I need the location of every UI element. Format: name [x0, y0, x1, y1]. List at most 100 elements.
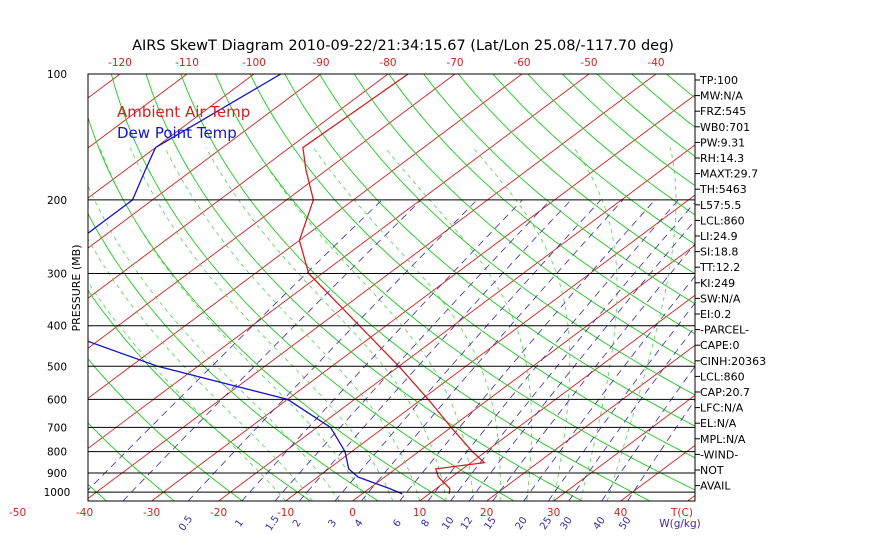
stability-index-label: -WIND- [700, 448, 738, 461]
pressure-tick-label: 300 [47, 269, 67, 281]
moist-adiabat-line [573, 147, 618, 501]
mixing-ratio-unit-label: W(g/kg) [659, 518, 701, 530]
dry-adiabat-line [145, 74, 583, 501]
dry-adiabat-line [110, 74, 515, 501]
top-temp-tick-label: -80 [379, 57, 396, 69]
dry-adiabat-line [249, 74, 695, 459]
pressure-tick-label: 700 [47, 422, 67, 434]
mixing-ratio-tick-label: 1 [233, 518, 246, 530]
dry-adiabat-line [88, 358, 243, 501]
legend-entry: Ambient Air Temp [117, 103, 250, 121]
moist-adiabat-line [312, 147, 501, 501]
isotherm-line [352, 244, 695, 501]
legend-entry: Dew Point Temp [117, 124, 237, 142]
stability-index-label: SW:N/A [700, 292, 741, 305]
stability-index-label: CINH:20363 [700, 355, 766, 368]
bottom-temp-tick-label: 10 [413, 507, 426, 519]
stability-index-label: NOT [700, 464, 724, 477]
isotherm-line [0, 74, 53, 501]
stability-index-label: TH:5463 [699, 183, 747, 196]
bottom-temp-tick-label: -20 [210, 507, 227, 519]
mixing-ratio-line [122, 199, 422, 501]
isotherm-line [486, 344, 695, 501]
stability-index-label: LCL:860 [700, 370, 745, 383]
stability-index-label: KI:249 [700, 277, 735, 290]
mixing-ratio-line [548, 302, 695, 501]
mixing-ratio-line [427, 199, 679, 501]
axis-labels: 1002003004005006007008009001000PRESSURE … [9, 57, 701, 533]
dry-adiabat-line [492, 74, 695, 245]
stability-index-label: FRZ:545 [700, 105, 746, 118]
mixing-ratio-line [88, 199, 383, 491]
stability-index-label: SI:18.8 [700, 246, 738, 259]
isotherm-line [88, 74, 523, 399]
dry-adiabat-line [180, 74, 651, 501]
isotherm-line [88, 74, 657, 500]
isotherm-line [553, 394, 695, 501]
dry-adiabat-line [527, 74, 695, 216]
top-temp-tick-label: -100 [242, 57, 266, 69]
stability-index-label: PW:9.31 [700, 136, 745, 149]
dry-adiabat-line [214, 74, 695, 491]
frame [87, 73, 696, 502]
stability-index-label: CAPE:0 [700, 339, 740, 352]
top-temp-tick-label: -90 [312, 57, 329, 69]
isotherm-line [419, 294, 695, 501]
bottom-temp-tick-label: 0 [349, 507, 356, 519]
mixing-ratio-line [360, 199, 624, 501]
pressure-tick-label: 500 [47, 361, 67, 373]
stability-index-label: MAXT:29.7 [700, 168, 758, 181]
pressure-tick-label: 900 [47, 468, 67, 480]
dry-adiabat-line [88, 212, 379, 501]
dry-adiabat-line [284, 74, 695, 427]
plot-border [87, 73, 696, 502]
bottom-temp-tick-label: -30 [143, 507, 160, 519]
dry-adiabat-line [353, 74, 695, 365]
bottom-temp-tick-label: 30 [547, 507, 560, 519]
stability-index-label: LCL:860 [700, 214, 745, 227]
moist-adiabat-line [164, 147, 420, 501]
stability-index-label: LI:24.9 [700, 230, 738, 243]
top-temp-tick-label: -40 [647, 57, 664, 69]
isotherm-line [88, 74, 456, 349]
mixing-ratio-line [492, 243, 695, 501]
dry-adiabat-line [805, 74, 870, 501]
stability-index-label: WB0:701 [700, 121, 750, 134]
moist-adiabat-line [129, 147, 394, 501]
mixing-ratio-tick-label: 8 [420, 518, 433, 530]
stability-index-label: -PARCEL- [700, 324, 749, 337]
dry-adiabat-line [457, 74, 695, 275]
dry-adiabat-line [88, 115, 447, 501]
dry-adiabat-line [88, 422, 175, 501]
moist-adiabat-line [606, 147, 677, 501]
stability-index-label: LFC:N/A [700, 402, 744, 415]
dry-adiabat-line [423, 74, 695, 305]
stability-indices: TP:100 MW:N/A FRZ:545 WB0:701 PW:9.31 RH:14.3… [695, 74, 766, 493]
mixing-ratio-line [399, 199, 656, 501]
dry-adiabat-line [88, 483, 107, 501]
dry-adiabat-line [319, 74, 695, 396]
moist-adiabat-line [99, 147, 367, 501]
top-temp-tick-label: -110 [175, 57, 199, 69]
dry-adiabat-line [771, 74, 870, 501]
mixing-ratio-line [523, 275, 695, 501]
stability-index-label: AVAIL [700, 480, 731, 493]
stability-index-label: RH:14.3 [700, 152, 744, 165]
isotherm-line [88, 74, 389, 299]
pressure-tick-label: 1000 [44, 487, 71, 499]
mixing-ratio-tick-label: 30 [559, 515, 575, 532]
mixing-ratio-line [241, 199, 523, 501]
stability-index-label: CAP:20.7 [700, 386, 750, 399]
bottom-temp-tick-label: 20 [480, 507, 493, 519]
bottom-temp-tick-label: -40 [76, 507, 93, 519]
mixing-ratio-tick-label: 3 [327, 518, 340, 530]
stability-index-label: L57:5.5 [700, 199, 741, 212]
pressure-tick-label: 600 [47, 394, 67, 406]
top-temp-tick-label: -120 [108, 57, 132, 69]
isotherm-line [755, 74, 870, 501]
mixing-ratio-line [187, 199, 478, 501]
isotherm-line [151, 94, 695, 501]
top-temp-tick-label: -60 [513, 57, 530, 69]
mixing-ratio-line [274, 199, 551, 501]
